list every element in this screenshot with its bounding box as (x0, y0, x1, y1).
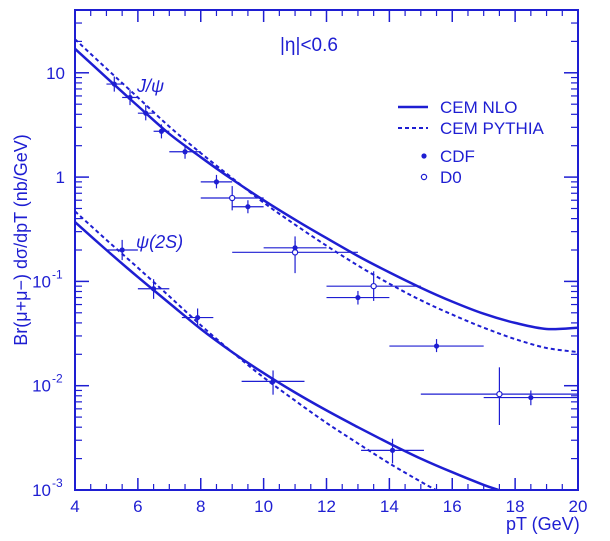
cdf-marker (245, 204, 251, 210)
x-tick-label: 12 (317, 497, 336, 516)
legend-filled-dot-marker (421, 153, 427, 159)
psi2s-cem-pythia-curve (74, 210, 437, 491)
legend-label-d0: D0 (440, 168, 462, 187)
d0-data-point (200, 186, 264, 211)
cdf-marker (119, 247, 125, 253)
x-tick-label: 8 (196, 497, 205, 516)
cdf-marker (389, 447, 396, 453)
cdf-marker (433, 343, 440, 349)
legend-label-cem-nlo: CEM NLO (440, 98, 517, 117)
y-tick-label-exponent: -1 (52, 267, 63, 281)
cdf-data-point (106, 76, 123, 92)
x-tick-label: 14 (380, 497, 399, 516)
data-points-layer (106, 76, 578, 464)
cdf-data-point (137, 279, 170, 299)
legend: CEM NLO CEM PYTHIA CDF D0 (398, 98, 545, 187)
y-tick-label-exponent: -2 (52, 372, 63, 386)
d0-marker (370, 282, 377, 290)
cdf-data-point (153, 124, 170, 139)
cdf-data-point (137, 105, 154, 121)
y-axis-label: Br(μ+μ−) dσ/dpT (nb/GeV) (11, 134, 31, 346)
cdf-data-point (106, 239, 138, 261)
cdf-marker (150, 286, 157, 292)
y-tick-label: 10 (46, 64, 65, 83)
d0-marker (496, 390, 503, 398)
y-tick-label: 10 (32, 481, 51, 500)
cdf-data-point (181, 308, 214, 327)
cdf-marker (195, 314, 201, 321)
y-tick-label: 10 (32, 377, 51, 396)
d0-marker (228, 194, 236, 202)
cdf-data-point (169, 144, 201, 159)
rapidity-annotation: |η|<0.6 (280, 35, 338, 56)
curves-layer (74, 38, 579, 492)
x-tick-label: 10 (254, 497, 273, 516)
x-tick-label: 6 (133, 497, 142, 516)
cdf-marker (213, 179, 220, 185)
y-tick-label-exponent: -3 (52, 476, 63, 490)
y-tick-label: 1 (56, 168, 65, 187)
cdf-marker (158, 128, 165, 134)
cdf-data-point (200, 174, 233, 189)
cdf-data-point (389, 339, 484, 353)
cdf-marker (143, 110, 149, 116)
d0-marker (291, 249, 299, 256)
jpsi-cem-pythia-curve (74, 38, 579, 354)
cdf-marker (182, 149, 188, 155)
jpsi-series-label: J/ψ (136, 76, 164, 96)
jpsi-cem-nlo-curve (74, 47, 579, 331)
x-tick-label: 20 (569, 497, 588, 516)
cdf-marker (270, 378, 276, 384)
legend-open-circle-marker (420, 173, 428, 181)
legend-label-cem-pythia: CEM PYTHIA (440, 119, 545, 138)
cdf-marker (111, 81, 117, 87)
x-tick-label: 4 (70, 497, 79, 516)
cdf-data-point (361, 438, 424, 464)
cdf-marker (528, 394, 534, 401)
legend-label-cdf: CDF (440, 147, 475, 166)
psi2s-series-label: ψ(2S) (136, 232, 183, 252)
cdf-marker (127, 94, 133, 101)
d0-data-point (326, 271, 421, 301)
psi2s-cem-nlo-curve (74, 221, 499, 492)
y-tick-label: 10 (32, 272, 51, 291)
cdf-data-point (326, 290, 390, 305)
cdf-data-point (122, 89, 138, 106)
cdf-data-point (232, 200, 264, 214)
x-tick-label: 18 (506, 497, 525, 516)
x-tick-label: 16 (443, 497, 462, 516)
d0-data-point (232, 236, 358, 274)
cdf-marker (355, 294, 361, 301)
cdf-data-point (241, 370, 305, 395)
x-axis-label: pT (GeV) (506, 514, 580, 534)
d0-data-point (420, 367, 578, 425)
